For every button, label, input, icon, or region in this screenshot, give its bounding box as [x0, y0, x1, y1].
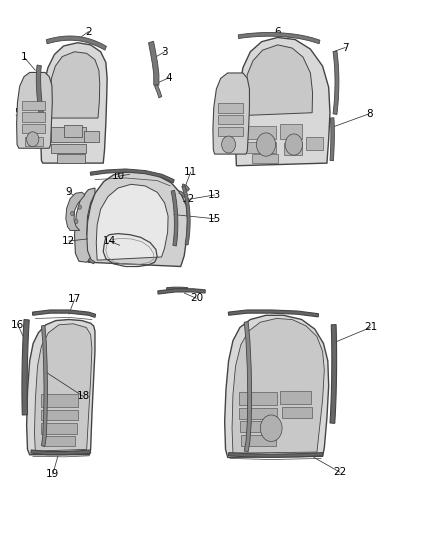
- Text: 11: 11: [184, 167, 198, 177]
- Bar: [84, 131, 99, 142]
- Polygon shape: [22, 319, 29, 415]
- Text: 6: 6: [275, 27, 281, 37]
- Polygon shape: [27, 319, 95, 455]
- Polygon shape: [90, 169, 174, 183]
- Polygon shape: [86, 172, 187, 266]
- Circle shape: [71, 212, 74, 216]
- Polygon shape: [171, 190, 178, 246]
- Text: 7: 7: [342, 43, 349, 53]
- Polygon shape: [330, 118, 334, 161]
- Bar: [241, 435, 276, 446]
- Bar: [42, 423, 77, 433]
- Text: 21: 21: [364, 322, 377, 333]
- Text: 8: 8: [366, 109, 372, 119]
- Circle shape: [78, 205, 81, 209]
- Polygon shape: [236, 37, 330, 166]
- Bar: [280, 124, 302, 139]
- Text: 15: 15: [208, 214, 221, 224]
- Polygon shape: [182, 185, 190, 245]
- Text: 17: 17: [68, 294, 81, 304]
- Text: 9: 9: [66, 187, 72, 197]
- Bar: [43, 436, 75, 446]
- Polygon shape: [166, 287, 188, 291]
- Text: 22: 22: [333, 467, 346, 477]
- Text: 5: 5: [14, 108, 21, 118]
- Circle shape: [285, 134, 303, 155]
- Text: 13: 13: [208, 190, 221, 200]
- Text: 1: 1: [21, 52, 27, 62]
- Polygon shape: [42, 326, 47, 447]
- Text: 14: 14: [102, 236, 116, 246]
- Polygon shape: [35, 324, 92, 451]
- Bar: [240, 421, 277, 432]
- Polygon shape: [41, 43, 107, 163]
- Bar: [22, 112, 45, 122]
- Polygon shape: [330, 325, 337, 423]
- Bar: [57, 154, 85, 163]
- Text: 16: 16: [11, 320, 25, 330]
- Polygon shape: [245, 45, 313, 115]
- Polygon shape: [88, 258, 95, 264]
- Circle shape: [27, 132, 39, 147]
- Bar: [64, 125, 82, 136]
- Bar: [239, 392, 277, 406]
- Bar: [218, 103, 244, 113]
- Polygon shape: [96, 184, 168, 260]
- Bar: [284, 143, 302, 155]
- Bar: [239, 408, 277, 419]
- Bar: [280, 391, 311, 405]
- Bar: [51, 144, 86, 152]
- Bar: [246, 126, 276, 139]
- Bar: [282, 407, 312, 418]
- Text: 4: 4: [166, 72, 172, 83]
- Text: 18: 18: [77, 391, 90, 401]
- Polygon shape: [225, 316, 328, 457]
- Polygon shape: [36, 65, 43, 115]
- Bar: [218, 115, 244, 124]
- Polygon shape: [232, 318, 324, 453]
- Circle shape: [222, 136, 236, 153]
- Bar: [252, 154, 278, 163]
- Polygon shape: [229, 453, 322, 457]
- Bar: [22, 101, 45, 110]
- Bar: [22, 124, 45, 133]
- Bar: [306, 136, 322, 150]
- Polygon shape: [158, 289, 205, 294]
- Polygon shape: [74, 188, 95, 262]
- Bar: [246, 142, 276, 152]
- Text: 10: 10: [111, 172, 124, 181]
- Polygon shape: [17, 72, 52, 148]
- Bar: [25, 137, 43, 146]
- Text: 20: 20: [190, 293, 203, 303]
- Polygon shape: [31, 450, 91, 455]
- Polygon shape: [50, 52, 100, 118]
- Circle shape: [74, 219, 78, 223]
- Polygon shape: [155, 85, 162, 98]
- Bar: [51, 127, 86, 142]
- Circle shape: [260, 415, 282, 441]
- Polygon shape: [238, 33, 320, 44]
- Polygon shape: [213, 73, 250, 154]
- Polygon shape: [244, 321, 252, 452]
- Text: 12: 12: [62, 236, 75, 246]
- Text: 12: 12: [182, 193, 195, 204]
- Polygon shape: [179, 191, 186, 198]
- Polygon shape: [46, 36, 106, 50]
- Polygon shape: [66, 192, 85, 230]
- Polygon shape: [182, 184, 190, 191]
- Polygon shape: [32, 310, 95, 317]
- Text: 2: 2: [85, 27, 92, 37]
- Bar: [218, 126, 244, 136]
- Bar: [41, 394, 78, 407]
- Polygon shape: [228, 310, 318, 317]
- Text: 19: 19: [46, 470, 60, 479]
- Text: 3: 3: [161, 47, 168, 56]
- Bar: [41, 410, 78, 420]
- Polygon shape: [148, 41, 159, 85]
- Polygon shape: [333, 51, 339, 115]
- Circle shape: [256, 133, 276, 156]
